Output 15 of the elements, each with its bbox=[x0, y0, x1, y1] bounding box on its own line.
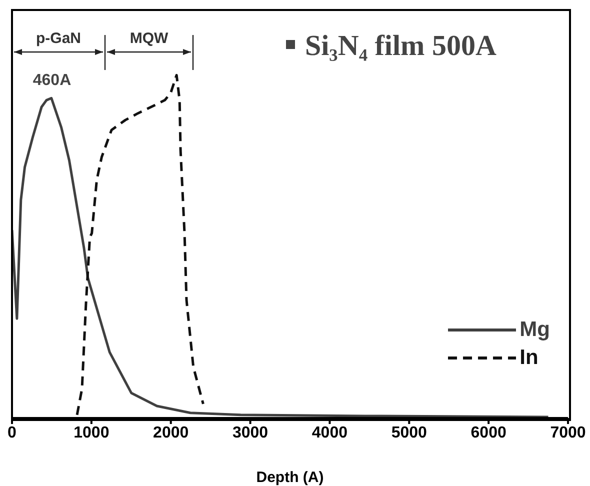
legend-label: In bbox=[520, 346, 538, 370]
text: MQW bbox=[130, 30, 169, 47]
x-tick-label: 5000 bbox=[391, 424, 428, 442]
annotation: 460A bbox=[32, 72, 72, 89]
text: p-GaN bbox=[36, 30, 81, 47]
legend-label: Mg bbox=[520, 318, 550, 342]
x-tick-label: 4000 bbox=[312, 424, 348, 442]
x-tick-label: 2000 bbox=[153, 424, 189, 442]
x-axis-title: Depth (A) bbox=[256, 469, 324, 486]
x-tick-label: 0 bbox=[8, 424, 17, 442]
x-tick-label: 7000 bbox=[550, 424, 586, 442]
x-tick-label: 3000 bbox=[232, 424, 268, 442]
text: Si₃N₄ film 500A bbox=[305, 30, 496, 62]
x-tick-label: 6000 bbox=[470, 424, 506, 442]
x-tick-label: 1000 bbox=[74, 424, 110, 442]
